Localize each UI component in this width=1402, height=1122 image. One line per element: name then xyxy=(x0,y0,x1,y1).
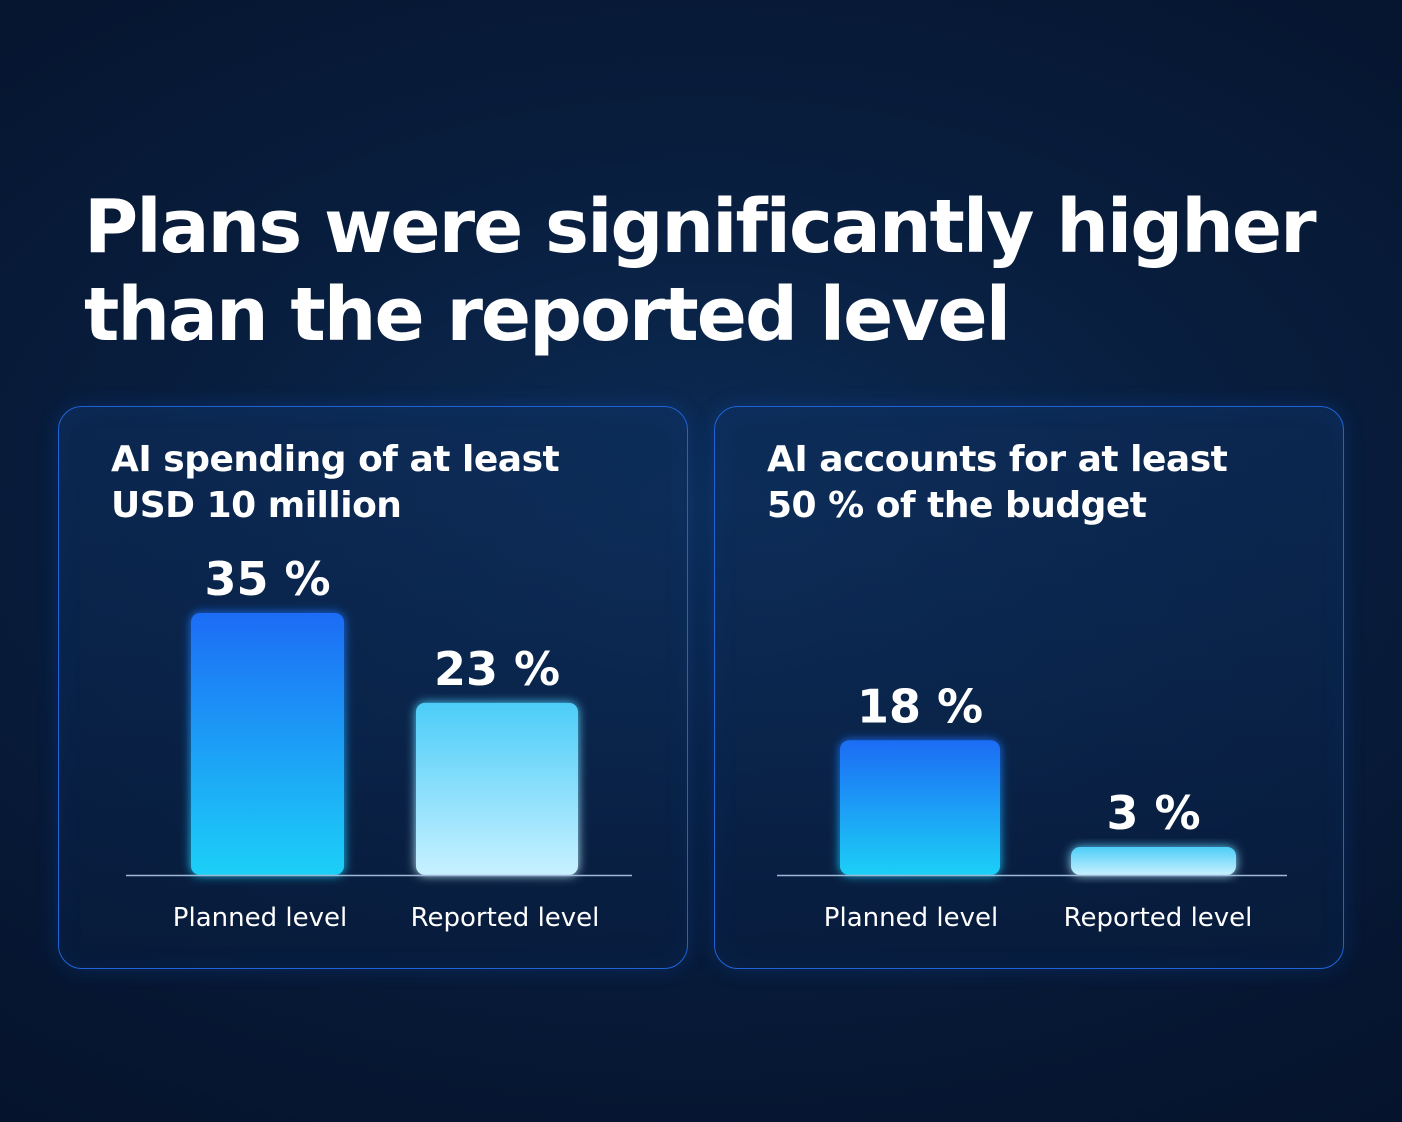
chart-title-line-1: AI spending of at least xyxy=(111,439,560,480)
bar-value-label: 18 % xyxy=(857,679,983,733)
headline-line-2: than the reported level xyxy=(84,272,1011,358)
category-label: Planned level xyxy=(824,903,998,933)
chart-title-budget: AI accounts for at least 50 % of the bud… xyxy=(767,437,1307,529)
bar-reported xyxy=(416,702,578,875)
bar-chart-spending: 35 % Planned level 23 % Reported level xyxy=(126,552,632,933)
chart-title-line-2: USD 10 million xyxy=(111,485,402,526)
headline-line-1: Plans were significantly higher xyxy=(84,184,1317,270)
chart-title-line-2: 50 % of the budget xyxy=(767,485,1147,526)
bar-value-label: 35 % xyxy=(204,552,330,606)
category-label: Reported level xyxy=(1064,903,1253,933)
category-label: Planned level xyxy=(173,903,347,933)
headline: Plans were significantly higher than the… xyxy=(84,183,1384,359)
chart-title-line-1: AI accounts for at least xyxy=(767,439,1228,480)
bar-planned xyxy=(840,740,1000,875)
chart-panel-budget: AI accounts for at least 50 % of the bud… xyxy=(714,406,1344,969)
category-label: Reported level xyxy=(411,903,600,933)
bar-value-label: 23 % xyxy=(434,642,560,696)
bar-chart-budget: 18 % Planned level 3 % Reported level xyxy=(777,679,1287,933)
bar-value-label: 3 % xyxy=(1106,786,1200,840)
chart-title-spending: AI spending of at least USD 10 million xyxy=(111,437,651,529)
chart-panel-spending: AI spending of at least USD 10 million 3… xyxy=(58,406,688,969)
bar-planned xyxy=(191,613,344,875)
bar-reported xyxy=(1071,847,1236,875)
